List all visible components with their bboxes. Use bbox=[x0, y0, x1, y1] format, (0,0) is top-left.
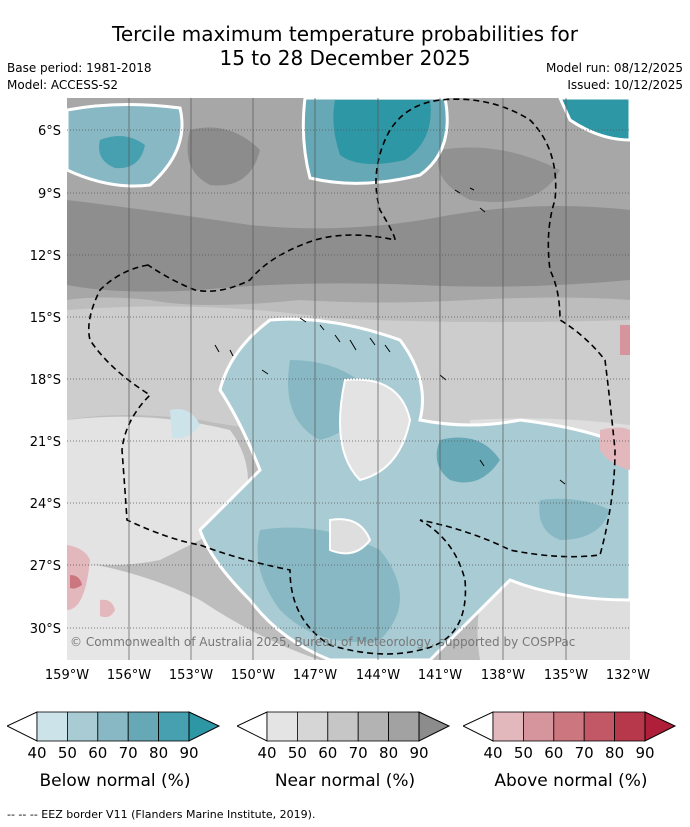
colorbar-2 bbox=[463, 711, 677, 742]
colorbar-tick: 80 bbox=[379, 744, 399, 762]
colorbar-segment bbox=[553, 711, 585, 742]
lat-label: 12°S bbox=[30, 249, 61, 264]
lat-label: 30°S bbox=[30, 622, 61, 637]
colorbar-segment bbox=[127, 711, 159, 742]
colorbar-max-extend bbox=[644, 711, 677, 742]
eez-border-note: -- -- -- EEZ border V11 (Flanders Marine… bbox=[7, 808, 316, 821]
colorbar-segment bbox=[583, 711, 615, 742]
gridlines bbox=[67, 129, 630, 629]
colorbar-segment bbox=[357, 711, 389, 742]
colorbar-tick: 50 bbox=[513, 744, 533, 762]
colorbar-tick: 50 bbox=[287, 744, 307, 762]
colorbar-tick: 50 bbox=[57, 744, 77, 762]
lon-label: 132°W bbox=[606, 668, 650, 683]
lon-label: 150°W bbox=[231, 668, 275, 683]
lon-label: 147°W bbox=[293, 668, 337, 683]
lon-labels: 159°W 156°W 153°W 150°W 147°W 144°W 141°W 138°W… bbox=[45, 668, 650, 683]
colorbar-tick: 70 bbox=[348, 744, 368, 762]
colorbar-label: Below normal (%) bbox=[39, 771, 191, 791]
colorbar-1 bbox=[237, 711, 451, 742]
colorbar-segment bbox=[523, 711, 555, 742]
colorbar-segment bbox=[327, 711, 359, 742]
colorbar-max-extend bbox=[188, 711, 221, 742]
colorbar-tick: 70 bbox=[118, 744, 138, 762]
colorbar-min-extend bbox=[463, 711, 494, 742]
lat-label: 27°S bbox=[30, 559, 61, 574]
lon-label: 135°W bbox=[544, 668, 588, 683]
map-title: Tercile maximum temperature probabilitie… bbox=[0, 22, 690, 70]
colorbar-segment bbox=[266, 711, 298, 742]
colorbar-segment bbox=[97, 711, 129, 742]
colorbar-segment bbox=[614, 711, 646, 742]
colorbar-segment bbox=[36, 711, 68, 742]
title-line-1: Tercile maximum temperature probabilitie… bbox=[112, 22, 578, 46]
meridians bbox=[128, 98, 567, 660]
colorbar-tick: 80 bbox=[149, 744, 169, 762]
lat-label: 6°S bbox=[38, 124, 61, 139]
colorbar-tick: 60 bbox=[88, 744, 108, 762]
base-period: Base period: 1981-2018 bbox=[7, 61, 152, 75]
colorbar-tick: 80 bbox=[605, 744, 625, 762]
copyright: © Commonwealth of Australia 2025, Bureau… bbox=[70, 635, 575, 649]
lat-label: 18°S bbox=[30, 373, 61, 388]
lon-label: 138°W bbox=[481, 668, 525, 683]
colorbar-tick: 40 bbox=[257, 744, 277, 762]
colorbar-tick: 60 bbox=[318, 744, 338, 762]
issued-date: Issued: 10/12/2025 bbox=[567, 78, 683, 92]
colorbar-tick: 90 bbox=[179, 744, 199, 762]
lon-label: 141°W bbox=[418, 668, 462, 683]
colorbar-max-extend bbox=[418, 711, 451, 742]
probability-map: © Commonwealth of Australia 2025, Bureau… bbox=[30, 98, 650, 683]
colorbar-tick: 40 bbox=[27, 744, 47, 762]
colorbar-0 bbox=[7, 711, 221, 742]
meta-right: Model run: 08/12/2025 Issued: 10/12/2025 bbox=[546, 60, 683, 94]
colorbar-tick: 60 bbox=[544, 744, 564, 762]
model-name: Model: ACCESS-S2 bbox=[7, 78, 119, 92]
title-line-2: 15 to 28 December 2025 bbox=[219, 46, 471, 70]
lon-label: 156°W bbox=[107, 668, 151, 683]
colorbar-min-extend bbox=[237, 711, 268, 742]
lat-labels: 6°S 9°S 12°S 15°S 18°S 21°S 24°S 27°S 30°S bbox=[30, 124, 61, 637]
colorbar-label: Above normal (%) bbox=[494, 771, 648, 791]
lat-label: 15°S bbox=[30, 311, 61, 326]
colorbar-segment bbox=[67, 711, 99, 742]
lat-label: 21°S bbox=[30, 435, 61, 450]
lon-label: 159°W bbox=[45, 668, 89, 683]
colorbar-segment bbox=[158, 711, 190, 742]
colorbar-label: Near normal (%) bbox=[274, 771, 416, 791]
colorbar-tick: 70 bbox=[574, 744, 594, 762]
colorbar-segment bbox=[492, 711, 524, 742]
colorbar-segment bbox=[297, 711, 329, 742]
lat-label: 9°S bbox=[38, 187, 61, 202]
lon-label: 144°W bbox=[356, 668, 400, 683]
lon-label: 153°W bbox=[169, 668, 213, 683]
colorbar-tick: 90 bbox=[635, 744, 655, 762]
colorbar-tick: 40 bbox=[483, 744, 503, 762]
colorbar-min-extend bbox=[7, 711, 38, 742]
model-run: Model run: 08/12/2025 bbox=[545, 61, 683, 75]
lat-label: 24°S bbox=[30, 497, 61, 512]
meta-left: Base period: 1981-2018 Model: ACCESS-S2 bbox=[7, 60, 152, 94]
colorbar-segment bbox=[388, 711, 420, 742]
colorbar-tick: 90 bbox=[409, 744, 429, 762]
